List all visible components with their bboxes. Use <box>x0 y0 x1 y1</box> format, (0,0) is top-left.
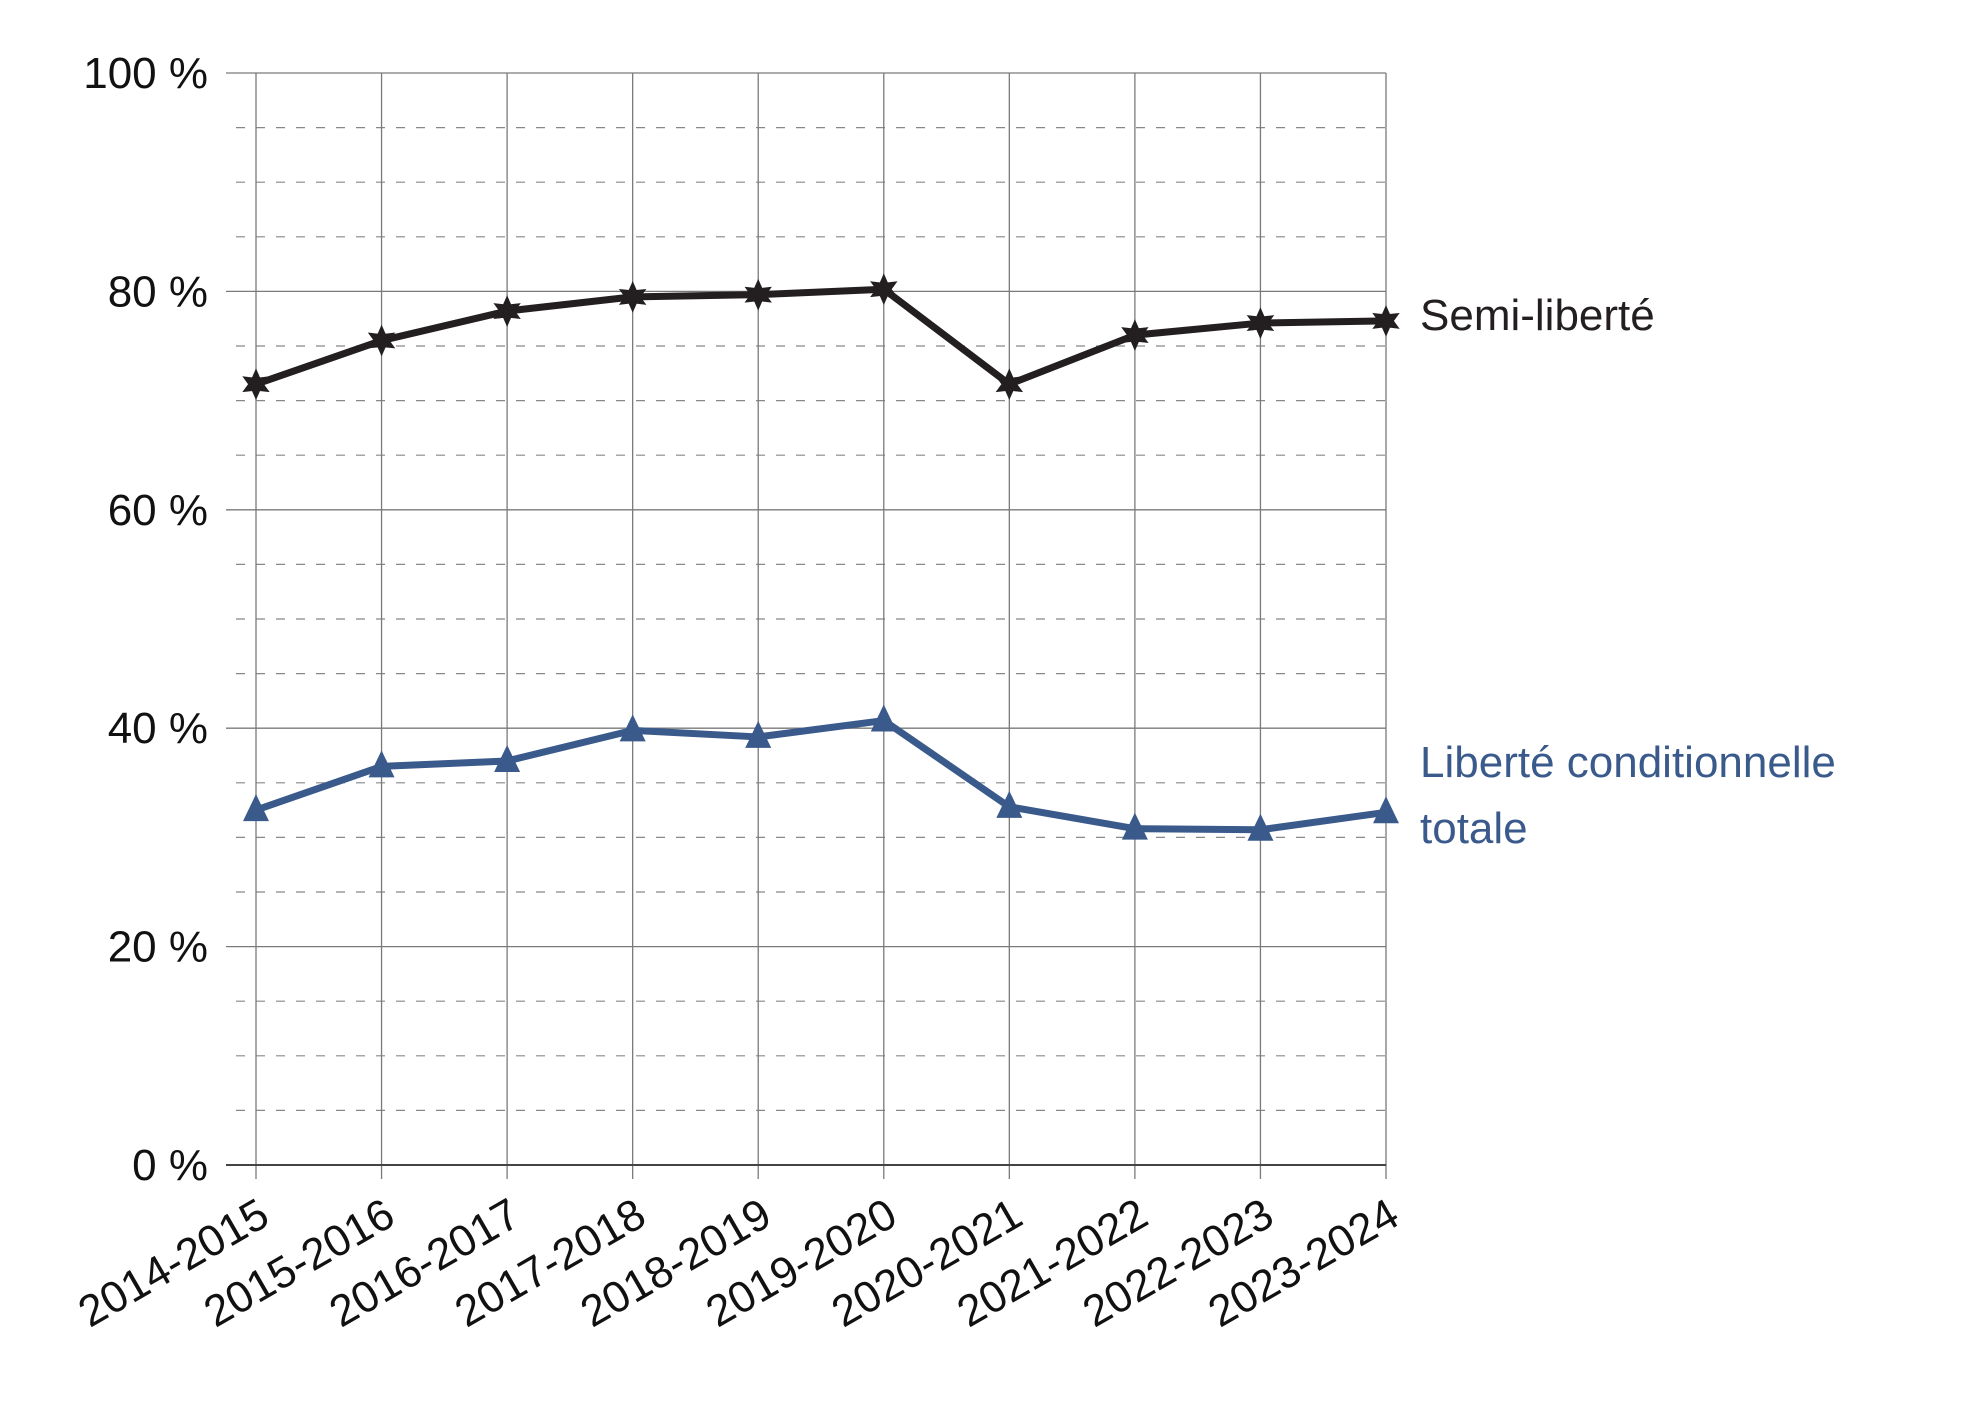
series-label: Liberté conditionnelle <box>1420 738 1836 787</box>
y-tick-label: 60 % <box>108 486 208 535</box>
series-point <box>1247 813 1274 841</box>
series-point <box>1121 319 1149 351</box>
y-tick-label: 20 % <box>108 923 208 972</box>
y-tick-label: 100 % <box>83 49 208 98</box>
series-label: Semi-liberté <box>1420 291 1655 340</box>
series-point <box>618 281 647 313</box>
series-labels: Semi-liberté Liberté conditionnelle totale <box>1420 291 1836 853</box>
series-point <box>745 720 772 748</box>
series-point <box>995 368 1024 401</box>
series-label: totale <box>1420 804 1528 853</box>
series-point <box>619 714 646 742</box>
series-point <box>493 295 521 327</box>
series-point <box>367 324 396 357</box>
series-point <box>243 794 269 822</box>
x-axis-ticks: 2014-20152015-20162016-20172017-20182018… <box>70 1189 1407 1337</box>
series-point <box>744 278 772 311</box>
series-point <box>494 744 521 772</box>
series-point <box>1121 812 1148 840</box>
series-point <box>996 790 1023 818</box>
series-group <box>242 273 1400 841</box>
series-point <box>1246 307 1275 339</box>
y-tick-label: 80 % <box>108 267 208 316</box>
y-tick-label: 40 % <box>108 704 208 753</box>
series-point <box>1372 305 1400 337</box>
series-point <box>870 704 897 732</box>
series-point <box>870 273 898 306</box>
series-point <box>242 368 270 401</box>
series-line <box>252 717 1390 834</box>
series-point <box>1373 796 1399 824</box>
y-axis-ticks: 0 % 20 % 40 % 60 % 80 % 100 % <box>83 49 208 1190</box>
grid <box>226 72 1387 1179</box>
series-line <box>252 285 1390 388</box>
series-point <box>368 750 395 778</box>
y-tick-label: 0 % <box>132 1141 208 1190</box>
